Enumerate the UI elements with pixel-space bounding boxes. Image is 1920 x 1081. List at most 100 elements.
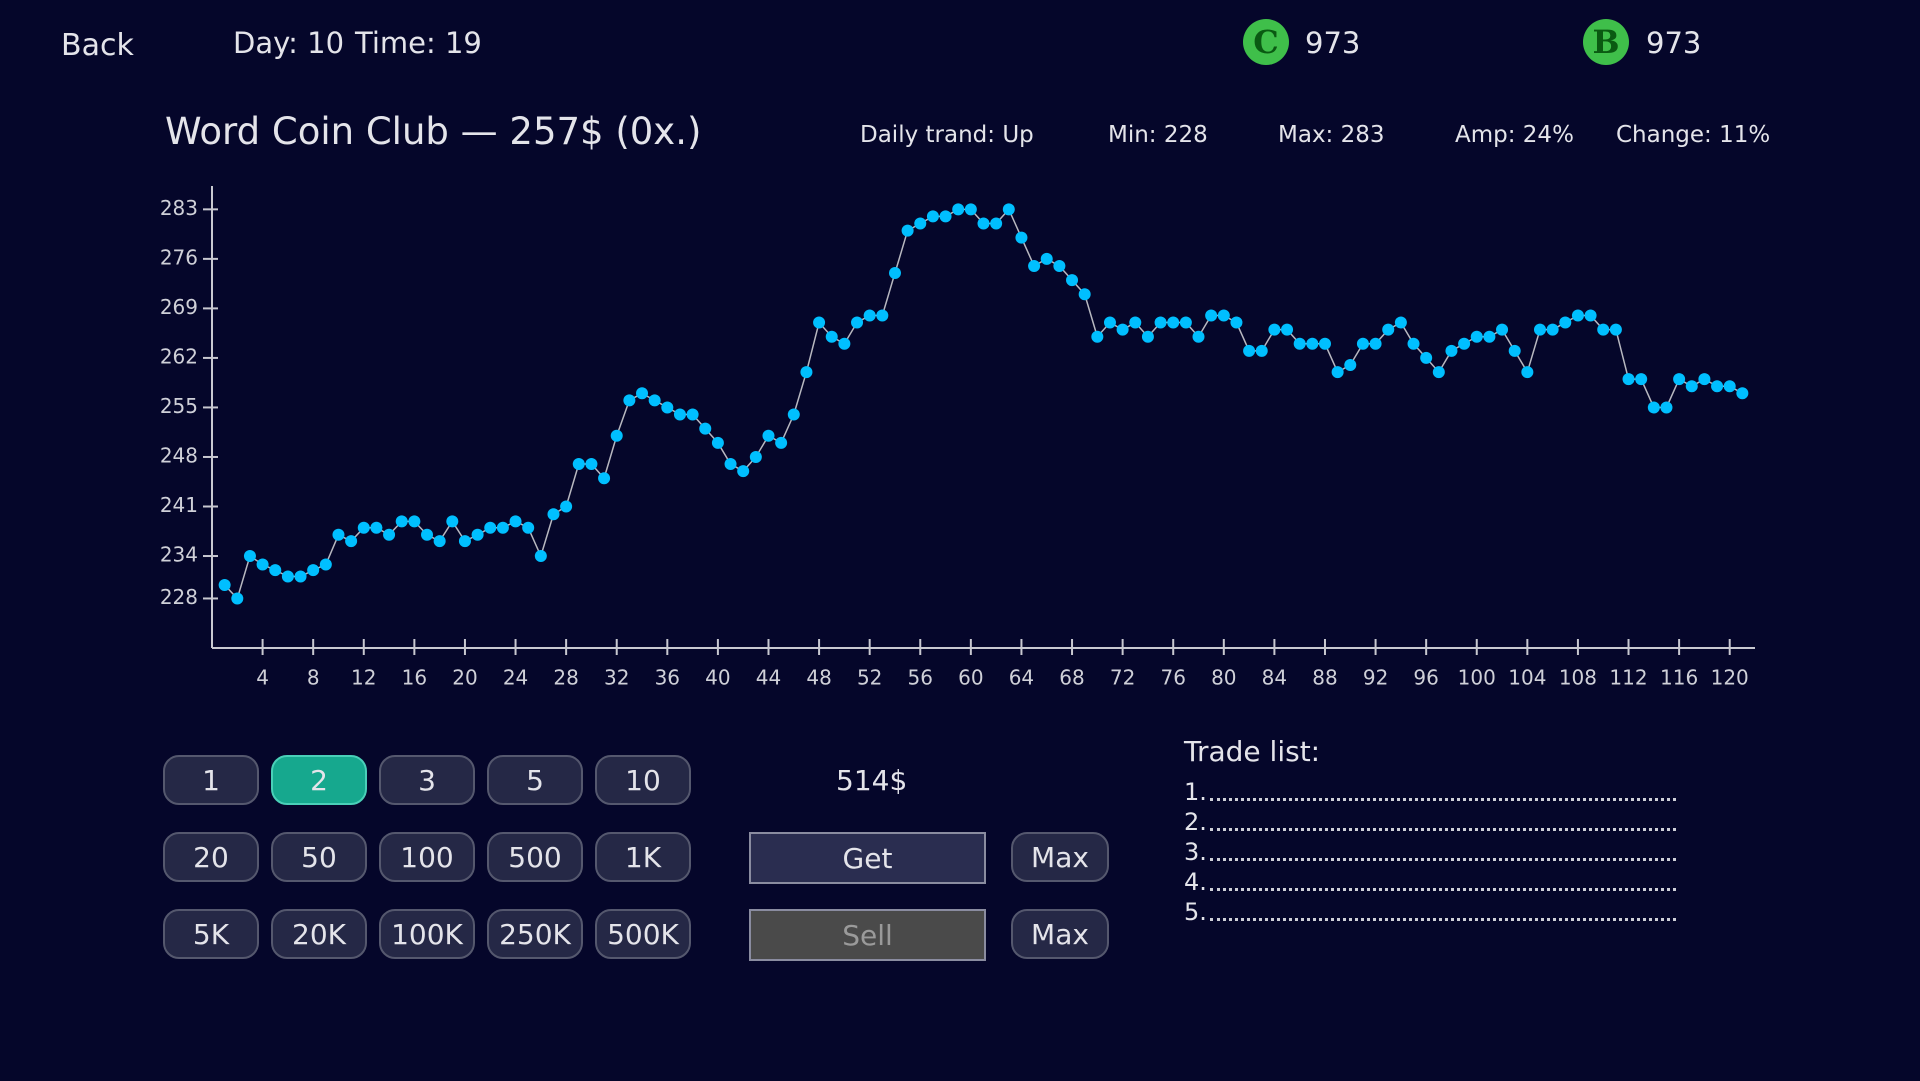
price-point: [231, 592, 244, 605]
x-tick-label: 76: [1160, 666, 1185, 690]
price-point: [661, 401, 674, 414]
amount-button[interactable]: 50: [271, 832, 367, 882]
chart-title: Word Coin Club — 257$ (0x.): [165, 110, 702, 153]
trade-item: 3.: [1184, 838, 1207, 866]
amount-button[interactable]: 100: [379, 832, 475, 882]
x-tick-label: 8: [307, 666, 320, 690]
price-point: [281, 570, 294, 583]
total: 514$: [836, 764, 908, 797]
price-point: [1496, 323, 1509, 336]
price-point: [547, 508, 560, 521]
back-button[interactable]: Back: [61, 28, 134, 63]
price-point: [1369, 337, 1382, 350]
price-point: [787, 408, 800, 421]
max-sell-button[interactable]: Max: [1011, 909, 1109, 959]
amount-button[interactable]: 2: [271, 755, 367, 805]
y-tick-label: 276: [160, 245, 198, 269]
price-point: [383, 528, 396, 541]
price-point: [851, 316, 864, 329]
price-point: [332, 528, 345, 541]
x-tick-label: 24: [503, 666, 528, 690]
sell-button[interactable]: Sell: [749, 909, 986, 961]
price-point: [458, 535, 471, 548]
price-point: [737, 465, 750, 478]
amount-button[interactable]: 250K: [487, 909, 583, 959]
price-point: [825, 330, 838, 343]
price-point: [888, 267, 901, 280]
x-tick-label: 28: [553, 666, 578, 690]
price-point: [1306, 337, 1319, 350]
price-point: [1293, 337, 1306, 350]
price-point: [1129, 316, 1142, 329]
day: Day: 10: [233, 26, 345, 60]
x-tick-label: 12: [351, 666, 376, 690]
price-point: [1647, 401, 1660, 414]
price-point: [813, 316, 826, 329]
x-tick-label: 96: [1413, 666, 1438, 690]
amount-button[interactable]: 20K: [271, 909, 367, 959]
stat: Min: 228: [1108, 122, 1208, 148]
price-point: [926, 210, 939, 223]
price-point: [269, 564, 282, 577]
amount-button[interactable]: 100K: [379, 909, 475, 959]
price-point: [1597, 323, 1610, 336]
price-point: [496, 521, 509, 534]
x-tick-label: 64: [1009, 666, 1034, 690]
amount-button[interactable]: 5K: [163, 909, 259, 959]
price-point: [1116, 323, 1129, 336]
price-point: [1508, 344, 1521, 357]
amount-button[interactable]: 20: [163, 832, 259, 882]
amount-button[interactable]: 500K: [595, 909, 691, 959]
price-point: [1546, 323, 1559, 336]
amount-button[interactable]: 1K: [595, 832, 691, 882]
amount-button[interactable]: 3: [379, 755, 475, 805]
price-point: [598, 472, 611, 485]
price-point: [964, 203, 977, 216]
price-point: [1382, 323, 1395, 336]
x-tick-label: 36: [655, 666, 680, 690]
trade-dots: [1210, 828, 1676, 831]
max-get-button[interactable]: Max: [1011, 832, 1109, 882]
price-point: [1141, 330, 1154, 343]
y-tick-label: 241: [160, 493, 198, 517]
trade-dots: [1210, 918, 1676, 921]
price-point: [509, 515, 522, 528]
price-point: [294, 570, 307, 583]
x-tick-label: 44: [756, 666, 781, 690]
stat: Amp: 24%: [1455, 122, 1574, 148]
stat: Max: 283: [1278, 122, 1385, 148]
amount-button[interactable]: 5: [487, 755, 583, 805]
price-point: [699, 422, 712, 435]
price-point: [1040, 252, 1053, 265]
x-tick-label: 120: [1711, 666, 1749, 690]
bank-icon: B: [1583, 19, 1629, 65]
price-point: [838, 337, 851, 350]
price-point: [319, 558, 332, 571]
trade-list-title: Trade list:: [1184, 735, 1321, 768]
price-point: [585, 458, 598, 471]
price-point: [673, 408, 686, 421]
time: Time: 19: [355, 26, 482, 60]
price-point: [1458, 337, 1471, 350]
price-point: [1736, 387, 1749, 400]
price-point: [1470, 330, 1483, 343]
amount-button[interactable]: 1: [163, 755, 259, 805]
coin-icon: C: [1243, 19, 1289, 65]
price-point: [914, 217, 927, 230]
get-button[interactable]: Get: [749, 832, 986, 884]
x-tick-label: 112: [1609, 666, 1647, 690]
amount-button[interactable]: 10: [595, 755, 691, 805]
price-point: [686, 408, 699, 421]
price-point: [1356, 337, 1369, 350]
price-point: [1445, 344, 1458, 357]
price-point: [1217, 309, 1230, 322]
price-point: [218, 579, 231, 592]
price-point: [256, 558, 269, 571]
price-point: [421, 528, 434, 541]
y-tick-label: 248: [160, 443, 198, 467]
price-point: [395, 515, 408, 528]
price-point: [1281, 323, 1294, 336]
price-point: [977, 217, 990, 230]
amount-button[interactable]: 500: [487, 832, 583, 882]
